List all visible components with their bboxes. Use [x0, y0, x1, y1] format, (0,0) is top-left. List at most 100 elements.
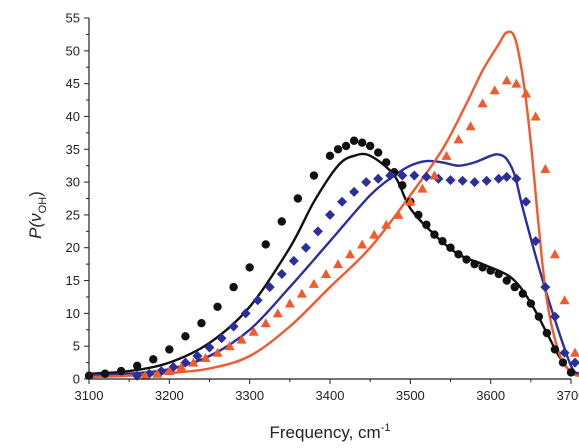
data-point-triangle [540, 163, 551, 173]
data-point-diamond [530, 236, 541, 247]
data-point-diamond [349, 186, 360, 197]
fit-line-2 [88, 30, 579, 379]
data-point-circle [502, 276, 511, 285]
data-point-triangle [296, 288, 307, 298]
fit-line-0 [88, 152, 579, 377]
data-point-circle [542, 328, 552, 338]
data-point-triangle [248, 326, 259, 336]
data-point-triangle [224, 341, 235, 351]
data-point-diamond [240, 308, 251, 319]
data-point-circle [566, 368, 576, 377]
data-point-circle [414, 210, 423, 220]
x-tick-label: 3300 [235, 388, 264, 403]
y-tick-label: 0 [73, 372, 80, 387]
data-point-circle [181, 332, 190, 341]
data-point-diamond [276, 268, 287, 279]
data-point-circle [197, 319, 206, 328]
data-point-diamond [559, 347, 570, 358]
y-tick-label: 50 [66, 43, 80, 58]
y-tick-label: 5 [73, 339, 80, 354]
data-point-diamond [288, 255, 299, 266]
data-point-triangle [308, 278, 319, 288]
data-point-triangle [511, 78, 522, 88]
data-point-triangle [260, 318, 271, 328]
data-point-circle [374, 148, 383, 157]
data-point-circle [293, 194, 303, 203]
y-tick-label: 20 [66, 240, 80, 255]
axes [84, 17, 572, 384]
data-point-circle [245, 263, 254, 272]
data-point-diamond [361, 177, 372, 188]
data-point-circle [133, 361, 142, 371]
data-point-triangle [188, 357, 199, 367]
data-point-circle [462, 255, 471, 264]
data-point-diamond [521, 196, 532, 207]
data-point-circle [526, 299, 536, 308]
data-point-triangle [272, 308, 283, 318]
data-point-triangle [549, 249, 560, 259]
data-point-diamond [421, 171, 432, 182]
y-axis-title: P(νOH) [26, 191, 49, 239]
data-point-circle [100, 369, 110, 378]
x-tick-label: 3500 [396, 388, 425, 403]
y-tick-label: 40 [66, 109, 80, 124]
data-point-circle [446, 243, 455, 252]
data-point-triangle [381, 219, 392, 229]
data-point-triangle [570, 347, 579, 357]
data-point-diamond [192, 351, 203, 362]
data-point-circle [454, 250, 463, 259]
data-point-circle [149, 355, 158, 364]
data-point-circle [229, 282, 238, 292]
data-point-circle [309, 171, 319, 180]
data-point-diamond [549, 311, 560, 322]
data-point-diamond [204, 342, 215, 353]
data-point-triangle [417, 183, 428, 193]
data-point-diamond [312, 226, 323, 237]
y-tick-label: 10 [66, 306, 80, 321]
x-tick-label: 3600 [476, 388, 505, 403]
x-tick-label: 3400 [316, 388, 345, 403]
x-tick-label: 3200 [155, 388, 184, 403]
data-point-triangle [212, 347, 223, 357]
data-point-diamond [252, 295, 263, 306]
data-point-diamond [385, 170, 396, 181]
y-tick-label: 45 [66, 76, 80, 91]
data-point-diamond [300, 242, 311, 253]
data-point-circle [422, 220, 431, 229]
data-point-triangle [333, 259, 344, 269]
fit-line-1 [88, 153, 579, 377]
data-point-circle [277, 217, 286, 226]
data-point-triangle [345, 249, 356, 259]
data-point-triangle [453, 134, 464, 144]
data-point-circle [213, 302, 222, 311]
y-tick-label: 15 [66, 273, 80, 288]
y-tick-label: 55 [66, 11, 80, 26]
data-point-circle [486, 266, 495, 275]
data-point-diamond [409, 170, 420, 181]
data-point-circle [470, 259, 479, 269]
data-point-circle [357, 138, 367, 147]
data-point-triangle [559, 295, 570, 305]
data-point-triangle [530, 111, 541, 121]
y-tick-label: 35 [66, 142, 80, 157]
data-point-diamond [457, 175, 468, 186]
x-axis-title: Frequency, cm-1 [270, 422, 391, 442]
data-point-circle [116, 366, 126, 376]
data-point-triangle [140, 370, 151, 380]
y-tick-label: 25 [66, 207, 80, 222]
data-point-diamond [228, 321, 239, 332]
data-point-triangle [465, 121, 476, 131]
data-point-circle [550, 345, 560, 354]
data-point-circle [518, 289, 527, 298]
data-point-circle [261, 240, 270, 249]
data-point-diamond [540, 282, 551, 293]
data-point-triangle [477, 98, 488, 108]
data-point-diamond [481, 175, 492, 186]
data-point-circle [333, 145, 343, 154]
data-point-triangle [393, 209, 404, 219]
data-point-diamond [469, 177, 480, 188]
data-point-diamond [132, 370, 143, 381]
data-point-circle [534, 312, 544, 321]
